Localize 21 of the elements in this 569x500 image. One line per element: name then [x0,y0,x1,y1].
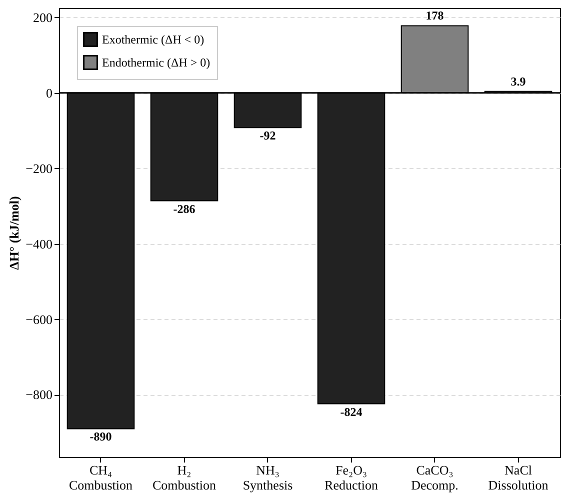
legend-label: Endothermic (ΔH > 0) [102,56,210,70]
data-label: -286 [173,202,196,216]
x-tick-label: CH₄ Combustion [68,462,134,492]
x-tick-label: H₂ Combustion [152,462,217,492]
x-tick-label: NH₃ Synthesis [242,462,293,492]
data-label: -824 [340,404,362,419]
x-tick-label: Fe₂O₃ Reduction [324,462,378,492]
y-tick-label: −600 [26,312,52,327]
data-label: 3.9 [510,74,526,88]
y-tick-label: −800 [26,387,52,402]
y-tick-label: −400 [26,236,52,252]
data-label: -92 [260,128,276,143]
y-axis-title: ΔH° (kJ/mol) [6,196,22,270]
data-label: -890 [90,430,112,444]
data-label: 178 [426,8,444,23]
y-tick-label: 200 [33,10,52,25]
y-tick-label: 0 [46,85,52,100]
y-tick-label: −200 [26,160,52,176]
x-tick-label: CaCO₃ Decomp. [411,462,458,492]
legend-label: Exothermic (ΔH < 0) [102,32,204,46]
x-tick-label: NaCl Dissolution [488,462,549,492]
